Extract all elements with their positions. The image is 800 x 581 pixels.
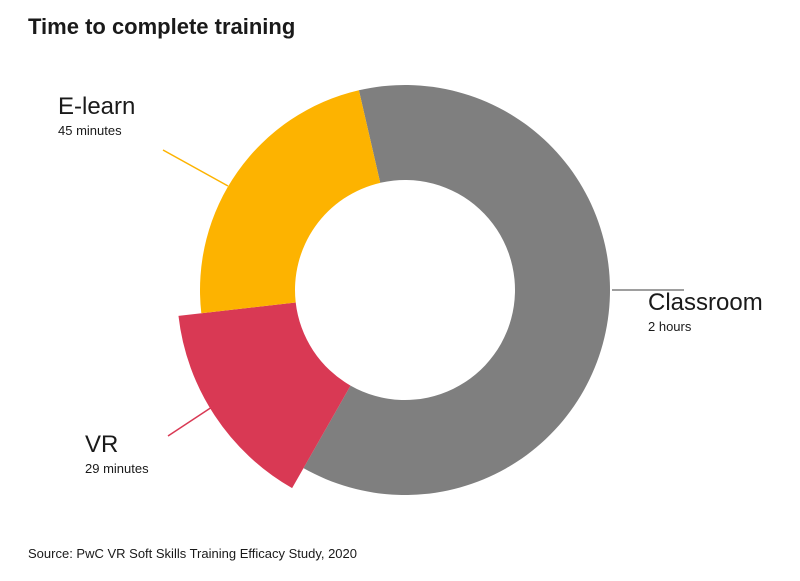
donut-slice [303, 85, 610, 495]
donut-slice [178, 302, 351, 489]
source-note: Source: PwC VR Soft Skills Training Effi… [28, 546, 357, 561]
leader-line [162, 149, 229, 187]
slice-label: VR [85, 431, 118, 458]
slice-value-label: 45 minutes [58, 123, 122, 138]
slice-label: Classroom [648, 289, 763, 316]
slice-value-label: 29 minutes [85, 461, 149, 476]
donut-slice [200, 90, 381, 314]
slice-value-label: 2 hours [648, 319, 692, 334]
leader-line [167, 404, 216, 437]
chart-title: Time to complete training [28, 14, 295, 39]
slice-label: E-learn [58, 93, 135, 120]
